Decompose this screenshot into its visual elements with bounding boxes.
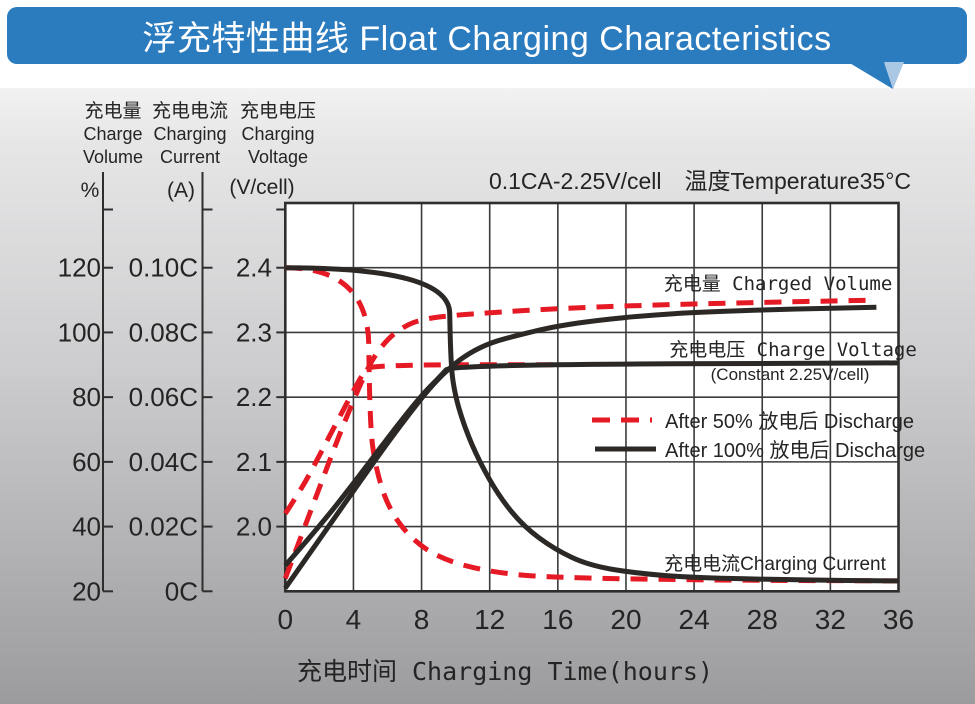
- axis-unit-volume: %: [81, 179, 100, 202]
- y-tick-label-current: 0.06C: [129, 382, 198, 412]
- condition-text: 0.1CA-2.25V/cell 温度Temperature35°C: [489, 168, 911, 194]
- banner-tail: [848, 62, 904, 89]
- x-tick-label: 4: [346, 604, 362, 635]
- y-tick-label-current: 0.04C: [129, 447, 198, 477]
- charged-volume-label: 充电量 Charged Volume: [664, 273, 893, 295]
- curve-charging-current-100: [285, 265, 899, 584]
- y-tick-label-volume: 120: [58, 253, 101, 283]
- title-banner: 浮充特性曲线 Float Charging Characteristics: [7, 7, 967, 64]
- constant-voltage-label: (Constant 2.25V/cell): [711, 365, 870, 384]
- data-curves: [282, 265, 899, 590]
- x-tick-label: 20: [610, 604, 641, 635]
- y-tick-label-voltage: 2.1: [236, 447, 272, 477]
- x-tick-label: 16: [542, 604, 573, 635]
- legend-black-solid-label: After 100% 放电后 Discharge: [665, 439, 925, 462]
- axis-header-volume-en2: Volume: [83, 147, 143, 167]
- axis-unit-voltage: (V/cell): [229, 176, 294, 199]
- charging-current-label: 充电电流Charging Current: [664, 553, 886, 575]
- axis-header-voltage-en2: Voltage: [248, 147, 308, 167]
- y-tick-label-current: 0.02C: [129, 512, 198, 542]
- curve-charge-voltage-100: [283, 360, 899, 568]
- axis-header-current-en1: Charging: [153, 124, 226, 144]
- x-tick-label: 0: [278, 604, 294, 635]
- axis-header-voltage-en1: Charging: [241, 124, 314, 144]
- x-tick-label: 32: [815, 604, 846, 635]
- y-tick-label-volume: 40: [72, 512, 101, 542]
- axis-header-current-en2: Current: [160, 147, 220, 167]
- x-tick-label: 8: [414, 604, 430, 635]
- axis-lines: 120100806040200.10C0.08C0.06C0.04C0.02C0…: [58, 172, 914, 635]
- curve-charging-current-50: [285, 265, 899, 584]
- x-tick-label: 24: [679, 604, 710, 635]
- y-tick-label-current: 0.10C: [129, 253, 198, 283]
- y-tick-label-volume: 20: [72, 576, 101, 606]
- axis-header-volume-cn: 充电量: [84, 100, 141, 122]
- axis-unit-current: (A): [167, 179, 195, 202]
- axis-header-voltage-cn: 充电电压: [240, 100, 316, 122]
- grid-lines: [283, 201, 900, 593]
- y-tick-label-voltage: 2.2: [236, 382, 272, 412]
- y-tick-label-volume: 80: [72, 382, 101, 412]
- x-axis-title: 充电时间 Charging Time(hours): [297, 657, 713, 686]
- x-tick-label: 12: [474, 604, 505, 635]
- y-tick-label-volume: 60: [72, 447, 101, 477]
- y-tick-label-current: 0.08C: [129, 317, 198, 347]
- y-tick-label-volume: 100: [58, 317, 101, 347]
- charge-voltage-label: 充电电压 Charge Voltage: [669, 339, 917, 361]
- curve-charged-volume-50: [282, 297, 877, 580]
- x-tick-label: 36: [883, 604, 914, 635]
- y-tick-label-voltage: 2.4: [236, 253, 272, 283]
- curve-charged-volume-100: [283, 304, 877, 590]
- chart-title: 浮充特性曲线 Float Charging Characteristics: [142, 20, 832, 58]
- x-tick-label: 28: [747, 604, 778, 635]
- legend-red-dashed-label: After 50% 放电后 Discharge: [665, 410, 914, 433]
- y-tick-label-current: 0C: [165, 576, 198, 606]
- y-tick-label-voltage: 2.0: [236, 512, 272, 542]
- axis-header-volume-en1: Charge: [83, 124, 142, 144]
- axis-header-current-cn: 充电电流: [152, 100, 228, 122]
- y-tick-label-voltage: 2.3: [236, 317, 272, 347]
